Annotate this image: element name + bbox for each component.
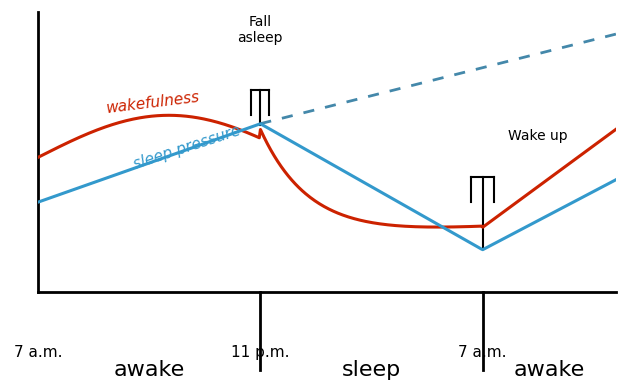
Text: sleep: sleep xyxy=(342,360,401,380)
Text: Wake up: Wake up xyxy=(509,129,568,143)
Text: sleep pressure: sleep pressure xyxy=(131,123,243,172)
Text: Fall
asleep: Fall asleep xyxy=(237,15,283,45)
Text: wakefulness: wakefulness xyxy=(105,89,200,116)
Text: awake: awake xyxy=(514,360,585,380)
Text: awake: awake xyxy=(114,360,185,380)
